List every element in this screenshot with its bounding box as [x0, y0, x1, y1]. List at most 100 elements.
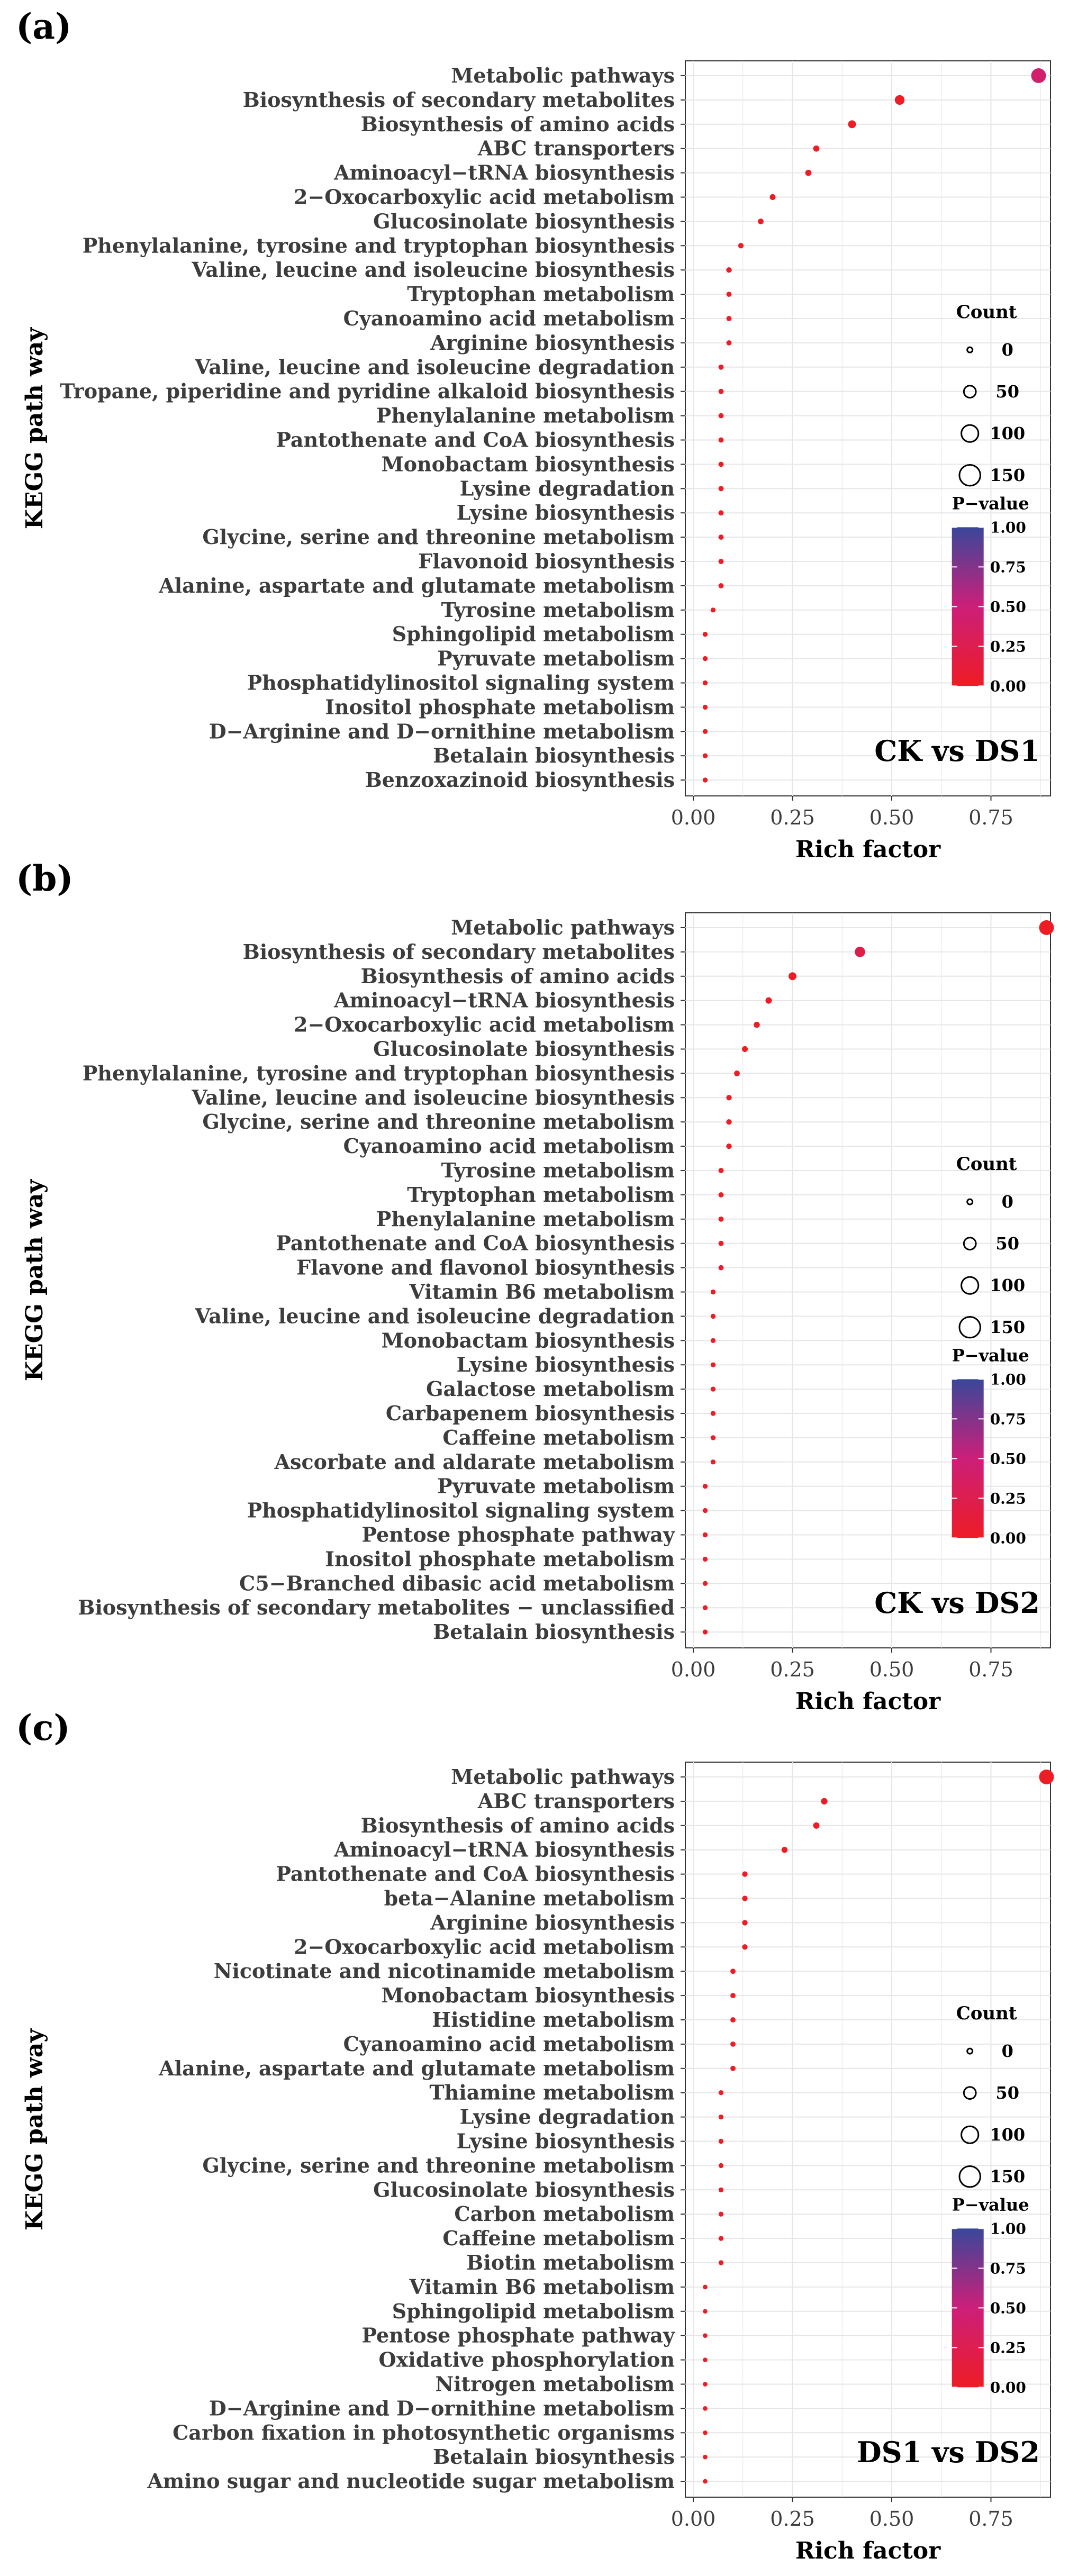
plot-area — [685, 60, 1051, 797]
data-point — [702, 1532, 708, 1538]
size-legend-circle — [961, 424, 980, 443]
category-label: Biosynthesis of amino acids — [361, 1813, 675, 1837]
category-label: Flavone and flavonol biosynthesis — [296, 1256, 675, 1280]
data-point — [702, 1629, 708, 1635]
x-axis-title: Rich factor — [795, 1688, 941, 1715]
data-point — [718, 2114, 724, 2120]
category-label: Galactose metabolism — [426, 1377, 675, 1401]
data-point — [718, 2236, 724, 2241]
category-label: Nitrogen metabolism — [435, 2372, 675, 2396]
data-point — [742, 1920, 748, 1926]
x-tick-label: 0.25 — [770, 2507, 815, 2530]
category-label: Thiamine metabolism — [429, 2081, 675, 2105]
category-label: Metabolic pathways — [451, 1765, 675, 1789]
data-point — [703, 2309, 708, 2314]
data-point — [1039, 1770, 1054, 1784]
data-point — [730, 1969, 736, 1974]
category-label: Lysine biosynthesis — [457, 2129, 675, 2153]
data-point — [848, 120, 856, 129]
panel-label: (b) — [16, 858, 74, 899]
category-label: Tryptophan metabolism — [407, 1183, 675, 1207]
category-label: Valine, leucine and isoleucine biosynthe… — [191, 258, 675, 282]
category-label: Pantothenate and CoA biosynthesis — [276, 1231, 675, 1255]
category-label: Glycine, serine and threonine metabolism — [202, 525, 675, 549]
data-point — [710, 1435, 716, 1440]
size-legend-label: 0 — [1002, 1192, 1013, 1212]
category-label: 2−Oxocarboxylic acid metabolism — [294, 1013, 675, 1037]
x-tick-label: 0.25 — [770, 806, 815, 829]
color-legend-label: 0.00 — [990, 677, 1026, 695]
data-point — [718, 2260, 724, 2265]
color-legend-label: 0.75 — [990, 558, 1026, 576]
category-label: Ascorbate and aldarate metabolism — [274, 1450, 675, 1474]
category-label: Biosynthesis of amino acids — [361, 964, 675, 988]
data-point — [718, 559, 724, 564]
category-label: 2−Oxocarboxylic acid metabolism — [294, 1935, 675, 1958]
category-label: Pentose phosphate pathway — [361, 2324, 675, 2347]
category-label: Lysine degradation — [460, 2105, 675, 2129]
size-legend-title: Count — [956, 2003, 1017, 2024]
data-point — [741, 1046, 748, 1053]
category-label: Alanine, aspartate and glutamate metabol… — [158, 574, 675, 597]
data-point — [718, 1240, 724, 1246]
size-legend-label: 50 — [995, 1233, 1019, 1254]
size-legend-circle — [963, 2086, 977, 2100]
data-point — [702, 632, 708, 637]
category-label: Carbon fixation in photosynthetic organi… — [173, 2420, 675, 2444]
data-point — [789, 972, 796, 981]
data-point — [1039, 920, 1054, 935]
category-label: Pantothenate and CoA biosynthesis — [276, 428, 675, 452]
data-point — [703, 2357, 708, 2362]
data-point — [718, 534, 724, 540]
category-label: Inositol phosphate metabolism — [325, 1547, 675, 1571]
x-tick-label: 0.00 — [671, 1658, 716, 1681]
y-axis-title: KEGG path way — [21, 2028, 48, 2231]
color-legend-title: P−value — [952, 2194, 1029, 2215]
category-label: Glycine, serine and threonine metabolism — [202, 2153, 675, 2177]
category-label: Biosynthesis of secondary metabolites − … — [78, 1595, 675, 1619]
plot-area — [685, 1762, 1051, 2498]
data-point — [703, 2430, 708, 2435]
data-point — [710, 1289, 716, 1295]
size-legend-circle — [961, 2125, 980, 2144]
color-legend-label: 1.00 — [990, 1371, 1026, 1388]
data-point — [1031, 68, 1046, 83]
data-point — [781, 1846, 788, 1853]
size-legend-circle — [966, 2047, 974, 2055]
data-point — [702, 753, 708, 758]
category-label: C5−Branched dibasic acid metabolism — [239, 1571, 675, 1595]
category-label: ABC transporters — [477, 137, 675, 160]
data-point — [726, 267, 732, 273]
color-legend-label: 0.25 — [990, 638, 1026, 655]
data-point — [805, 169, 812, 176]
data-point — [718, 1265, 724, 1271]
category-label: Phenylalanine metabolism — [376, 1207, 675, 1231]
size-legend-circle — [958, 464, 981, 487]
y-axis-title: KEGG path way — [21, 1179, 48, 1382]
category-label: Monobactam biosynthesis — [382, 1983, 675, 2007]
category-label: 2−Oxocarboxylic acid metabolism — [294, 185, 675, 209]
data-point — [702, 1556, 708, 1562]
category-label: Cyanoamino acid metabolism — [343, 2032, 675, 2056]
category-label: Phenylalanine, tyrosine and tryptophan b… — [83, 1061, 675, 1085]
category-label: Vitamin B6 metabolism — [409, 2275, 675, 2299]
data-point — [718, 461, 724, 467]
category-label: Biosynthesis of secondary metabolites — [243, 88, 675, 112]
color-legend-label: 0.50 — [990, 2299, 1026, 2317]
data-point — [726, 316, 732, 321]
data-point — [710, 1362, 716, 1367]
data-point — [702, 1581, 708, 1586]
size-legend-title: Count — [956, 302, 1017, 323]
data-point — [718, 1216, 724, 1222]
category-label: Caffeine metabolism — [442, 2226, 675, 2250]
x-tick-label: 0.75 — [968, 2507, 1013, 2530]
data-point — [742, 1944, 748, 1950]
size-legend-label: 150 — [990, 2166, 1025, 2187]
x-axis-title: Rich factor — [795, 2537, 941, 2564]
category-label: Biotin metabolism — [466, 2251, 675, 2274]
size-legend-label: 100 — [990, 423, 1025, 443]
category-label: Carbon metabolism — [454, 2202, 675, 2226]
y-axis-title: KEGG path way — [21, 327, 48, 530]
data-point — [754, 1021, 760, 1028]
